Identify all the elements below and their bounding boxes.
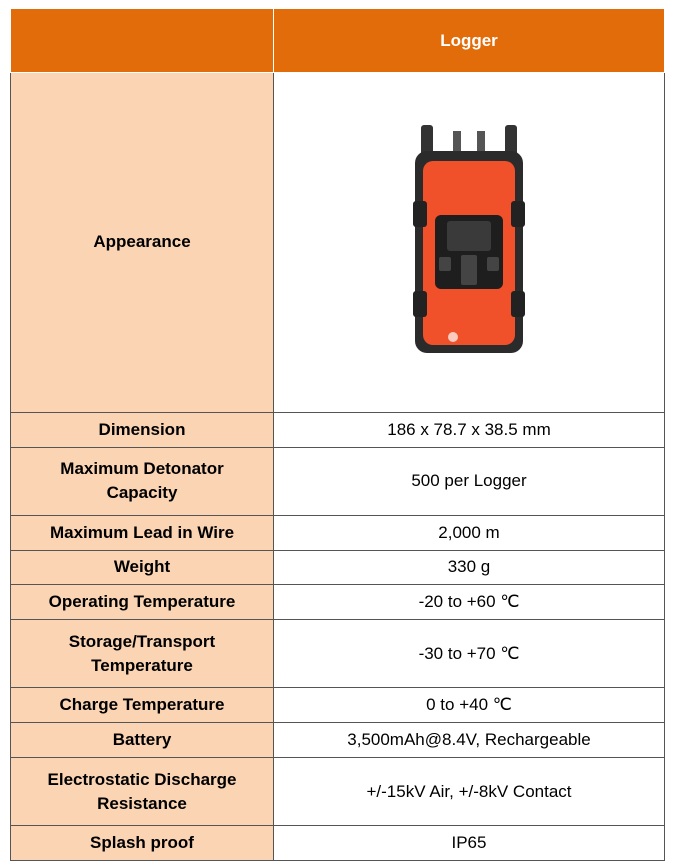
row-label: Maximum Detonator Capacity: [11, 447, 274, 515]
row-value: 0 to +40 ℃: [274, 688, 665, 723]
header-row: Logger: [11, 9, 665, 73]
row-value: -30 to +70 ℃: [274, 620, 665, 688]
spec-row: Electrostatic Discharge Resistance+/-15k…: [11, 757, 665, 825]
header-blank: [11, 9, 274, 73]
device-image: [407, 121, 531, 357]
header-title: Logger: [274, 9, 665, 73]
appearance-row: Appearance: [11, 73, 665, 413]
device-image-cell: [274, 73, 665, 413]
row-label: Weight: [11, 550, 274, 585]
spec-table: Logger Appearance D: [10, 8, 665, 861]
row-value: +/-15kV Air, +/-8kV Contact: [274, 757, 665, 825]
row-label: Operating Temperature: [11, 585, 274, 620]
spec-row: Operating Temperature-20 to +60 ℃: [11, 585, 665, 620]
row-label: Charge Temperature: [11, 688, 274, 723]
row-label: Electrostatic Discharge Resistance: [11, 757, 274, 825]
page: Logger Appearance D: [0, 0, 675, 868]
row-label: Dimension: [11, 412, 274, 447]
row-value: 330 g: [274, 550, 665, 585]
row-label: Maximum Lead in Wire: [11, 515, 274, 550]
row-value: 186 x 78.7 x 38.5 mm: [274, 412, 665, 447]
row-value: -20 to +60 ℃: [274, 585, 665, 620]
row-value: 500 per Logger: [274, 447, 665, 515]
row-label: Appearance: [11, 73, 274, 413]
spec-row: Storage/Transport Temperature-30 to +70 …: [11, 620, 665, 688]
row-label: Battery: [11, 723, 274, 758]
row-value: IP65: [274, 826, 665, 861]
row-value: 3,500mAh@8.4V, Rechargeable: [274, 723, 665, 758]
row-label: Splash proof: [11, 826, 274, 861]
row-value: 2,000 m: [274, 515, 665, 550]
row-label: Storage/Transport Temperature: [11, 620, 274, 688]
